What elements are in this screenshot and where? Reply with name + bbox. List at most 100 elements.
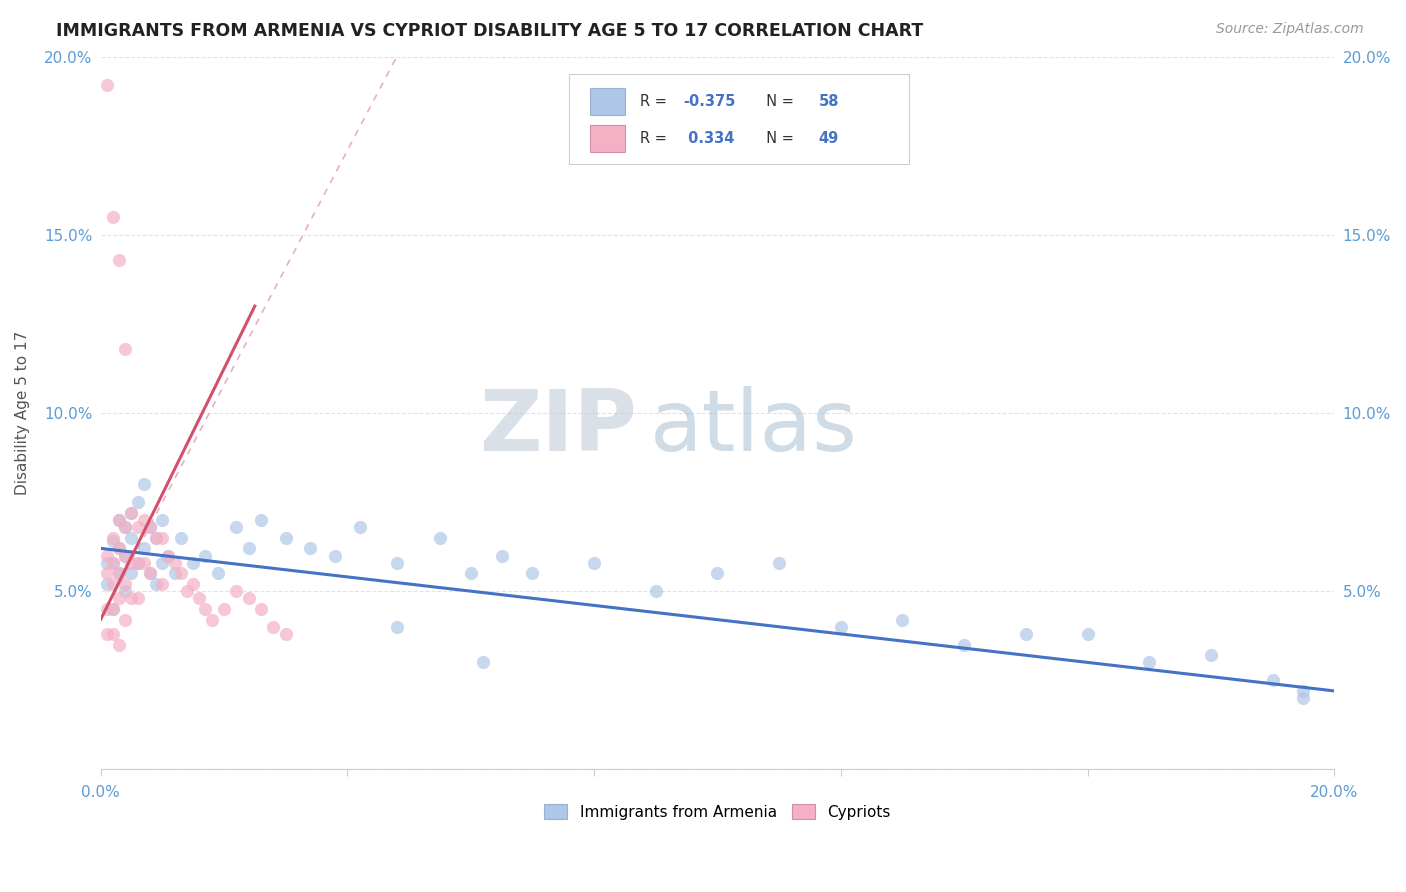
Point: [163, 556, 186, 570]
Point: [491, 549, 513, 563]
Point: [101, 556, 124, 570]
Point: [157, 549, 180, 563]
Point: [250, 602, 273, 616]
Point: [170, 566, 193, 581]
Point: [274, 531, 297, 545]
Point: [145, 531, 167, 545]
Point: [262, 620, 284, 634]
Point: [429, 531, 451, 545]
Legend: Immigrants from Armenia, Cypriots: Immigrants from Armenia, Cypriots: [538, 797, 897, 826]
Text: 58: 58: [818, 94, 839, 109]
Point: [96, 566, 118, 581]
Point: [238, 541, 260, 556]
Point: [150, 531, 173, 545]
Point: [101, 210, 124, 224]
Point: [891, 613, 914, 627]
Point: [108, 591, 131, 606]
Text: -0.375: -0.375: [683, 94, 735, 109]
Point: [1137, 656, 1160, 670]
Text: ZIP: ZIP: [479, 385, 637, 468]
Point: [385, 620, 408, 634]
Point: [101, 556, 124, 570]
Point: [120, 506, 142, 520]
Point: [323, 549, 346, 563]
Point: [274, 627, 297, 641]
Point: [108, 541, 131, 556]
Point: [108, 513, 131, 527]
Text: 49: 49: [818, 131, 839, 145]
Point: [1292, 691, 1315, 706]
Point: [114, 577, 136, 591]
Text: N =: N =: [756, 94, 799, 109]
Point: [150, 577, 173, 591]
Point: [953, 638, 976, 652]
Point: [145, 531, 167, 545]
Bar: [591, 87, 624, 115]
Point: [225, 584, 247, 599]
Point: [385, 556, 408, 570]
Point: [120, 506, 142, 520]
Point: [150, 556, 173, 570]
Point: [127, 495, 149, 509]
Point: [250, 513, 273, 527]
Y-axis label: Disability Age 5 to 17: Disability Age 5 to 17: [15, 331, 30, 495]
Point: [150, 513, 173, 527]
Point: [127, 520, 149, 534]
Point: [706, 566, 728, 581]
Point: [132, 513, 155, 527]
Point: [108, 513, 131, 527]
Point: [522, 566, 544, 581]
Point: [1077, 627, 1099, 641]
Text: IMMIGRANTS FROM ARMENIA VS CYPRIOT DISABILITY AGE 5 TO 17 CORRELATION CHART: IMMIGRANTS FROM ARMENIA VS CYPRIOT DISAB…: [56, 22, 924, 40]
Point: [1292, 684, 1315, 698]
Point: [1199, 648, 1222, 663]
Bar: [591, 125, 624, 152]
Point: [181, 577, 204, 591]
Point: [108, 566, 131, 581]
Point: [472, 656, 495, 670]
Text: N =: N =: [756, 131, 799, 145]
Point: [127, 556, 149, 570]
Point: [145, 577, 167, 591]
Point: [132, 477, 155, 491]
Point: [201, 613, 224, 627]
Point: [114, 342, 136, 356]
Point: [108, 541, 131, 556]
Point: [194, 549, 217, 563]
Text: Source: ZipAtlas.com: Source: ZipAtlas.com: [1216, 22, 1364, 37]
Point: [163, 566, 186, 581]
Point: [1015, 627, 1038, 641]
Point: [108, 638, 131, 652]
Point: [157, 549, 180, 563]
Point: [139, 520, 162, 534]
Point: [114, 613, 136, 627]
Point: [225, 520, 247, 534]
Point: [139, 520, 162, 534]
Point: [114, 584, 136, 599]
Point: [96, 78, 118, 92]
Point: [170, 531, 193, 545]
Point: [101, 602, 124, 616]
Point: [644, 584, 666, 599]
Text: 0.334: 0.334: [683, 131, 734, 145]
Point: [299, 541, 322, 556]
Point: [132, 541, 155, 556]
Point: [583, 556, 606, 570]
Point: [188, 591, 211, 606]
Point: [96, 627, 118, 641]
Point: [101, 627, 124, 641]
Point: [460, 566, 482, 581]
FancyBboxPatch shape: [569, 75, 908, 163]
Point: [238, 591, 260, 606]
Point: [120, 531, 142, 545]
Point: [114, 549, 136, 563]
Point: [194, 602, 217, 616]
Point: [127, 556, 149, 570]
Point: [207, 566, 229, 581]
Point: [176, 584, 198, 599]
Point: [114, 520, 136, 534]
Text: atlas: atlas: [650, 385, 858, 468]
Point: [101, 602, 124, 616]
Point: [139, 566, 162, 581]
Point: [132, 556, 155, 570]
